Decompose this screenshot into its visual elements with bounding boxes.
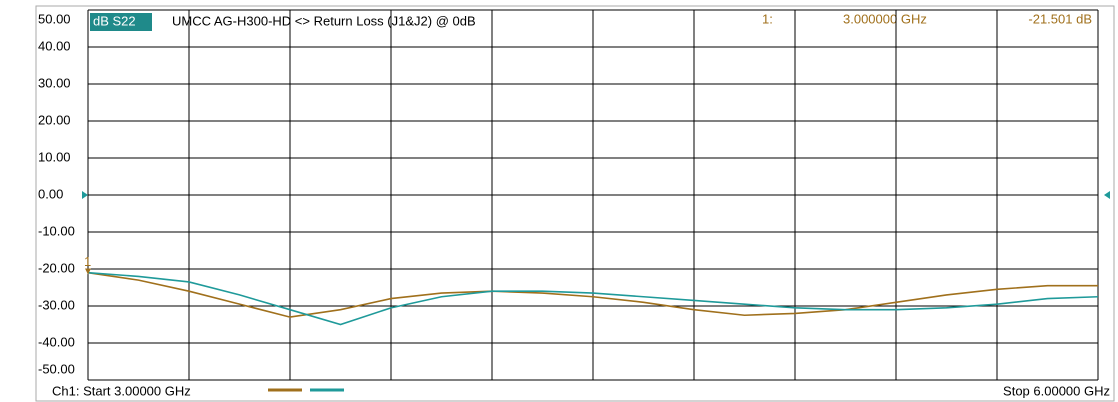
trace [87,271,1099,326]
marker-label: 1 [84,254,91,269]
trace [87,271,1098,318]
trace-label: dB S22 [93,13,136,28]
y-tick-label: -40.00 [38,334,75,349]
window-border [35,5,1115,402]
marker-value: -21.501 dB [1028,11,1092,26]
marker [85,268,91,275]
y-tick-label: 50.00 [38,11,71,26]
y-tick-label: -30.00 [38,297,75,312]
reference-marker-right [1104,191,1110,199]
y-tick-label: -50.00 [38,361,75,376]
y-tick-label: 20.00 [38,112,71,127]
trace-label-bg [90,13,152,31]
y-tick-label: -20.00 [38,260,75,275]
y-tick-label: -10.00 [38,223,75,238]
marker-x: 3.000000 GHz [843,11,927,26]
stop-label: Stop 6.00000 GHz [1003,383,1110,398]
y-tick-label: 0.00 [38,186,63,201]
chart-title: UMCC AG-H300-HD <> Return Loss (J1&J2) @… [172,13,476,28]
y-tick-label: 40.00 [38,38,71,53]
y-tick-label: 30.00 [38,75,71,90]
marker-index: 1: [762,11,773,26]
y-tick-label: 10.00 [38,149,71,164]
reference-marker-left [82,191,88,199]
start-label: Ch1: Start 3.00000 GHz [52,383,191,398]
